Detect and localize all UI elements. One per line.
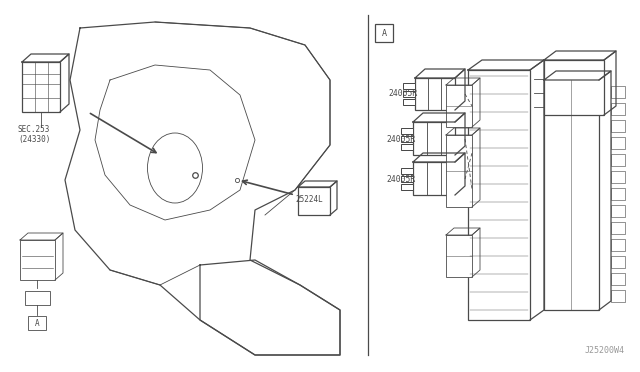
Bar	[611, 273, 625, 285]
Ellipse shape	[147, 133, 202, 203]
Bar	[415, 78, 455, 110]
Bar	[403, 99, 415, 105]
Bar	[611, 205, 625, 217]
Bar	[611, 290, 625, 302]
Bar	[22, 62, 60, 112]
Bar	[446, 235, 472, 277]
Bar	[375, 24, 393, 42]
Bar	[611, 103, 625, 115]
Text: A: A	[35, 318, 39, 327]
Bar	[413, 162, 455, 195]
Text: 24005R: 24005R	[386, 174, 415, 183]
Text: 24005R: 24005R	[388, 90, 417, 99]
Bar	[401, 128, 413, 134]
Bar	[611, 256, 625, 268]
Bar	[544, 80, 599, 310]
Bar	[401, 184, 413, 190]
Bar	[401, 176, 413, 182]
Bar	[446, 135, 472, 207]
Bar	[401, 144, 413, 150]
Bar	[611, 222, 625, 234]
Text: J25200W4: J25200W4	[585, 346, 625, 355]
Bar	[446, 85, 472, 127]
Bar	[611, 137, 625, 149]
Bar	[401, 168, 413, 174]
Bar	[20, 240, 55, 280]
Bar	[611, 239, 625, 251]
Bar	[403, 83, 415, 89]
Bar	[611, 171, 625, 183]
Bar	[401, 136, 413, 142]
Bar	[413, 122, 455, 155]
Bar	[28, 316, 46, 330]
Bar	[611, 120, 625, 132]
Bar	[298, 187, 330, 215]
Bar	[544, 60, 604, 115]
Text: SEC.253
(24330): SEC.253 (24330)	[18, 125, 51, 144]
Bar	[611, 188, 625, 200]
Bar	[403, 91, 415, 97]
Bar	[468, 70, 530, 320]
Bar	[25, 291, 50, 305]
Bar	[611, 154, 625, 166]
Bar	[611, 86, 625, 98]
Text: 25224L: 25224L	[295, 195, 323, 204]
Text: A: A	[381, 29, 387, 38]
Text: 24005R: 24005R	[386, 135, 415, 144]
